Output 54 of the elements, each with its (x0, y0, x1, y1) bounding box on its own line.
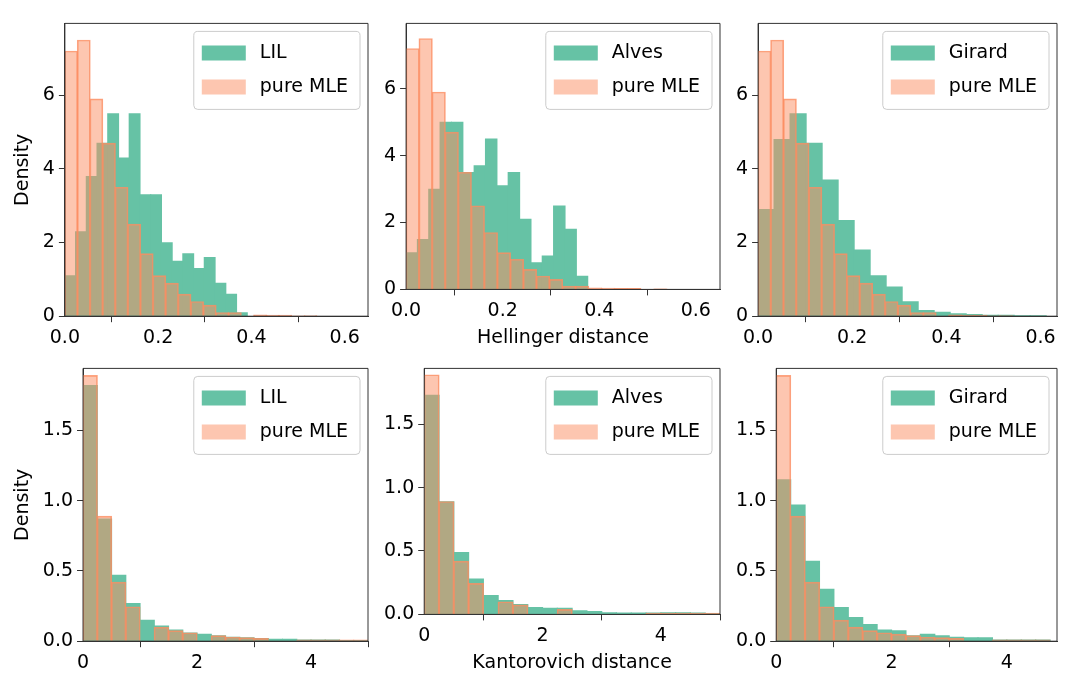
legend-label: pure MLE (259, 419, 349, 442)
y-tick-label: 1.5 (384, 411, 415, 434)
y-tick-label: 6 (42, 82, 55, 105)
y-tick-label: 6 (383, 75, 397, 98)
x-tick-label: 0.6 (680, 297, 711, 320)
x-tick-label: 0.4 (931, 324, 962, 347)
y-tick-label: 0 (383, 276, 397, 299)
x-tick-label: 4 (304, 649, 318, 672)
y-tick-label: 4 (383, 142, 397, 165)
legend-label: LIL (259, 40, 287, 63)
x-tick-label: 0.2 (143, 324, 174, 347)
legend-label: Girard (948, 385, 1008, 408)
y-tick-label: 2 (42, 229, 55, 252)
legend-label: pure MLE (948, 74, 1038, 97)
x-axis-title: Hellinger distance (477, 324, 650, 347)
y-tick-label: 0.5 (42, 557, 74, 580)
y-axis-title: Density (10, 468, 33, 541)
legend-label: Girard (948, 40, 1008, 63)
x-tick-label: 0.6 (329, 324, 360, 347)
x-tick-label: 0.4 (584, 297, 615, 320)
x-tick-label: 0 (76, 649, 90, 672)
y-tick-label: 0.0 (384, 601, 415, 624)
x-tick-label: 0.2 (487, 297, 518, 320)
y-tick-label: 6 (735, 82, 749, 105)
x-tick-label: 2 (536, 622, 549, 645)
y-tick-label: 4 (42, 155, 55, 178)
y-tick-label: 1.5 (736, 417, 767, 440)
x-tick-label: 0.2 (837, 324, 868, 347)
legend-label: Alves (611, 385, 663, 408)
x-tick-label: 2 (885, 649, 898, 672)
legend-label: pure MLE (611, 74, 701, 97)
y-tick-label: 1.0 (42, 487, 74, 510)
x-tick-label: 2 (190, 649, 204, 672)
x-tick-label: 0 (770, 649, 783, 672)
x-tick-label: 0.6 (1025, 324, 1056, 347)
x-tick-label: 0 (418, 622, 431, 645)
legend-label: LIL (259, 385, 287, 408)
x-axis-title: Kantorovich distance (472, 649, 672, 672)
y-tick-label: 4 (735, 155, 749, 178)
y-tick-label: 0.5 (384, 537, 415, 560)
y-axis-title: Density (10, 133, 33, 206)
y-tick-label: 1.5 (42, 417, 74, 440)
legend-label: pure MLE (611, 419, 701, 442)
y-tick-label: 0.5 (736, 557, 767, 580)
y-tick-label: 1.0 (736, 487, 767, 510)
x-tick-label: 4 (654, 622, 667, 645)
x-tick-label: 0.4 (236, 324, 267, 347)
legend-label: Alves (611, 40, 663, 63)
legend-label: pure MLE (259, 74, 349, 97)
x-tick-label: 4 (1000, 649, 1013, 672)
y-tick-label: 1.0 (384, 474, 415, 497)
legend-label: pure MLE (948, 419, 1038, 442)
y-tick-label: 2 (735, 229, 749, 252)
y-tick-label: 2 (383, 209, 397, 232)
